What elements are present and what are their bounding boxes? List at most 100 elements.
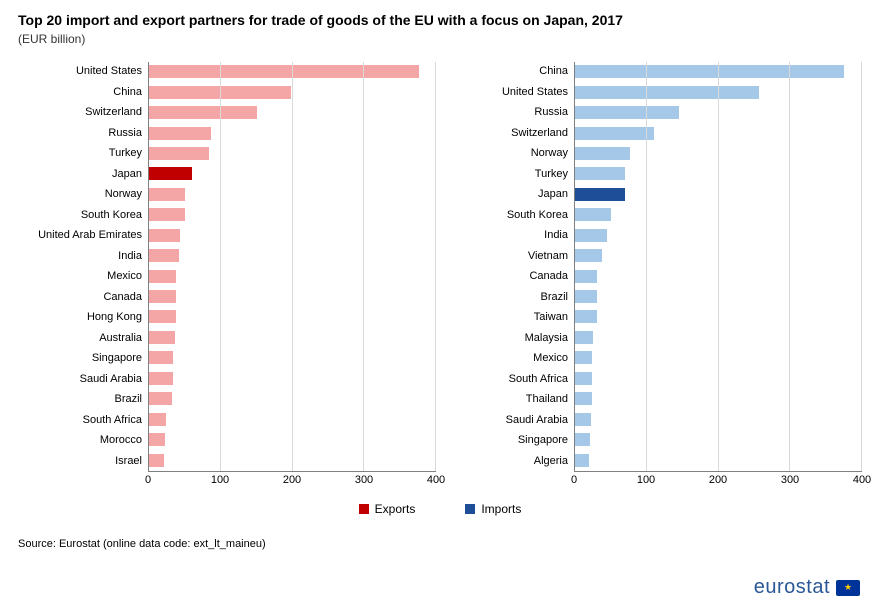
axis-tick: 100 xyxy=(211,474,229,486)
category-label: Israel xyxy=(18,456,142,467)
imports-bars xyxy=(574,62,862,472)
legend-imports-swatch xyxy=(465,504,475,514)
charts-container: United States China Switzerland Russia Turke… xyxy=(18,62,862,492)
legend-exports: Exports xyxy=(359,502,416,516)
bar xyxy=(149,86,291,99)
bar xyxy=(575,310,597,323)
axis-tick: 0 xyxy=(571,474,577,486)
exports-gridlines xyxy=(149,62,436,471)
category-label: China xyxy=(444,66,568,77)
category-label: Canada xyxy=(18,292,142,303)
bar xyxy=(149,392,172,405)
bar xyxy=(149,147,209,160)
eurostat-logo-text: eurostat xyxy=(754,576,830,599)
category-label: Vietnam xyxy=(444,251,568,262)
bar xyxy=(575,290,597,303)
bar xyxy=(575,188,625,201)
bar xyxy=(575,372,592,385)
bar xyxy=(149,106,257,119)
bar xyxy=(149,413,166,426)
category-label: South Africa xyxy=(444,374,568,385)
bar xyxy=(149,249,179,262)
bar xyxy=(149,351,173,364)
category-label: Norway xyxy=(18,189,142,200)
category-label: Brazil xyxy=(18,394,142,405)
imports-labels: China United States Russia Switzerland Norwa… xyxy=(444,62,574,472)
category-label: Algeria xyxy=(444,456,568,467)
bar xyxy=(575,433,590,446)
exports-x-axis: 0100200300400 xyxy=(148,472,436,492)
category-label: Russia xyxy=(444,107,568,118)
category-label: Mexico xyxy=(444,353,568,364)
category-label: Singapore xyxy=(18,353,142,364)
exports-chart: United StatesChinaSwitzerlandRussiaTurke… xyxy=(18,62,436,492)
bar xyxy=(575,413,591,426)
category-label: Japan xyxy=(444,189,568,200)
bar xyxy=(575,229,607,242)
category-label: India xyxy=(18,251,142,262)
category-label: Hong Kong xyxy=(18,312,142,323)
bar xyxy=(575,331,593,344)
source-line: Source: Eurostat (online data code: ext_… xyxy=(18,538,862,550)
imports-x-axis: 0100200300400 xyxy=(574,472,862,492)
category-label: China xyxy=(18,87,142,98)
bar xyxy=(149,310,176,323)
category-label: Saudi Arabia xyxy=(444,415,568,426)
category-label: Switzerland xyxy=(444,128,568,139)
bar xyxy=(149,127,211,140)
bar xyxy=(149,290,176,303)
bar xyxy=(149,188,185,201)
axis-tick: 200 xyxy=(283,474,301,486)
bar xyxy=(149,454,164,467)
category-label: Saudi Arabia xyxy=(18,374,142,385)
category-label: Taiwan xyxy=(444,312,568,323)
bar xyxy=(575,270,597,283)
bar xyxy=(575,351,592,364)
category-label: Canada xyxy=(444,271,568,282)
category-label: United States xyxy=(18,66,142,77)
bar xyxy=(575,167,625,180)
legend: Exports Imports xyxy=(18,502,862,516)
category-label: United States xyxy=(444,87,568,98)
category-label: Thailand xyxy=(444,394,568,405)
axis-tick: 100 xyxy=(637,474,655,486)
bar xyxy=(149,208,185,221)
imports-gridlines xyxy=(575,62,862,471)
category-label: South Korea xyxy=(444,210,568,221)
bar xyxy=(575,454,589,467)
axis-tick: 300 xyxy=(781,474,799,486)
axis-tick: 400 xyxy=(853,474,871,486)
bar xyxy=(149,65,419,78)
category-label: Norway xyxy=(444,148,568,159)
bar xyxy=(575,86,759,99)
bar xyxy=(149,433,165,446)
imports-chart: China United States Russia Switzerland Norwa… xyxy=(444,62,862,492)
bar xyxy=(575,392,592,405)
axis-tick: 400 xyxy=(427,474,445,486)
chart-subtitle: (EUR billion) xyxy=(18,32,862,46)
chart-title: Top 20 import and export partners for tr… xyxy=(18,12,862,30)
category-label: United Arab Emirates xyxy=(18,230,142,241)
bar xyxy=(575,249,602,262)
exports-bars xyxy=(148,62,436,472)
category-label: Singapore xyxy=(444,435,568,446)
category-label: Brazil xyxy=(444,292,568,303)
category-label: Switzerland xyxy=(18,107,142,118)
category-label: Australia xyxy=(18,333,142,344)
category-label: South Africa xyxy=(18,415,142,426)
eu-flag-icon: ★ xyxy=(836,580,860,596)
category-label: Malaysia xyxy=(444,333,568,344)
category-label: South Korea xyxy=(18,210,142,221)
bar xyxy=(149,331,175,344)
legend-imports-label: Imports xyxy=(481,502,521,516)
category-label: Morocco xyxy=(18,435,142,446)
category-label: Turkey xyxy=(444,169,568,180)
bar xyxy=(575,106,679,119)
category-label: Turkey xyxy=(18,148,142,159)
bar xyxy=(149,229,180,242)
bar xyxy=(575,208,611,221)
bar xyxy=(575,65,844,78)
legend-exports-label: Exports xyxy=(375,502,416,516)
exports-labels: United StatesChinaSwitzerlandRussiaTurke… xyxy=(18,62,148,472)
bar xyxy=(149,270,176,283)
